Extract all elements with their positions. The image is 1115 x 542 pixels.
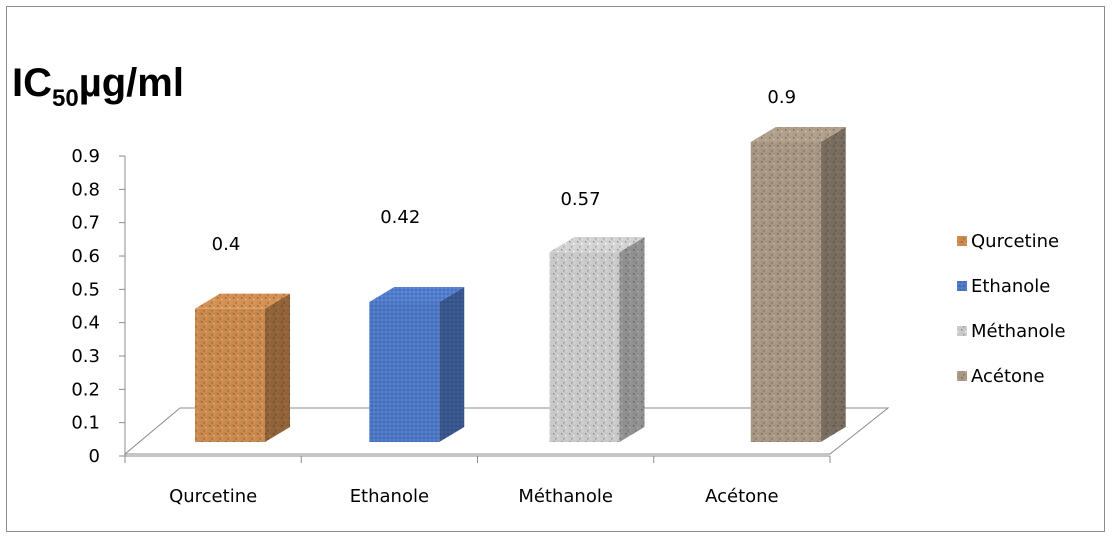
bar-top-face [549, 237, 645, 253]
y-tick-label: 0.6 [71, 246, 100, 267]
y-tick-label: 0.1 [71, 413, 100, 434]
legend-item-ethanole: Ethanole [957, 276, 1050, 297]
bar-side-face [265, 293, 290, 442]
y-tick-label: 0.7 [71, 213, 100, 234]
data-label-qurcetine: 0.4 [212, 234, 241, 255]
bar-front-face [549, 252, 620, 442]
legend-item-acetone: Acétone [957, 366, 1045, 387]
chart-floor [123, 407, 890, 455]
legend-item-qurcetine: Qurcetine [957, 231, 1059, 252]
bar-side-face [820, 127, 846, 442]
x-tick-label-ethanole: Ethanole [350, 486, 429, 507]
bar-top-face [369, 287, 465, 303]
y-tick-label: 0 [89, 446, 100, 467]
data-label-methanole: 0.57 [560, 189, 600, 210]
y-tick-label: 0.4 [71, 313, 100, 334]
bar-front-face [369, 302, 440, 442]
legend: Qurcetine Ethanole Méthanole Acétone [957, 231, 1066, 387]
legend-swatch [957, 281, 967, 291]
y-tick-label: 0.9 [71, 146, 100, 167]
bar-ethanole [369, 287, 465, 442]
bar-acetone [750, 127, 846, 442]
bar-front-face [750, 142, 821, 442]
legend-label: Méthanole [971, 321, 1066, 342]
y-tick-label: 0.3 [71, 346, 100, 367]
y-axis: 0 0.1 0.2 0.3 0.4 0.5 0.6 0.7 0.8 0.9 [71, 146, 126, 467]
bar-methanole [549, 237, 645, 442]
legend-swatch [957, 236, 967, 246]
legend-label: Acétone [971, 366, 1045, 387]
y-axis-label: IC50µg/ml [12, 61, 184, 112]
data-label-acetone: 0.9 [767, 87, 796, 108]
legend-swatch [957, 326, 967, 336]
y-tick-label: 0.2 [71, 379, 100, 400]
x-tick-label-qurcetine: Qurcetine [169, 486, 257, 507]
y-tick-label: 0.8 [71, 179, 100, 200]
x-tick-label-methanole: Méthanole [518, 486, 613, 507]
x-tick-label-acetone: Acétone [705, 486, 779, 507]
floor-plane [123, 407, 890, 455]
bar-side-face [439, 287, 465, 442]
bar-side-face [619, 237, 645, 442]
bar-qurcetine [195, 293, 290, 442]
bar-top-face [750, 127, 846, 143]
bar-front-face [195, 308, 265, 442]
y-tick-label: 0.5 [71, 279, 100, 300]
x-axis: Qurcetine Ethanole Méthanole Acétone [124, 455, 831, 507]
legend-item-methanole: Méthanole [957, 321, 1066, 342]
data-label-ethanole: 0.42 [380, 207, 420, 228]
legend-label: Qurcetine [971, 231, 1059, 252]
legend-label: Ethanole [971, 276, 1050, 297]
bars [195, 127, 846, 442]
data-labels: 0.4 0.42 0.57 0.9 [212, 87, 796, 255]
legend-swatch [957, 371, 967, 381]
bar-top-face [195, 293, 290, 309]
